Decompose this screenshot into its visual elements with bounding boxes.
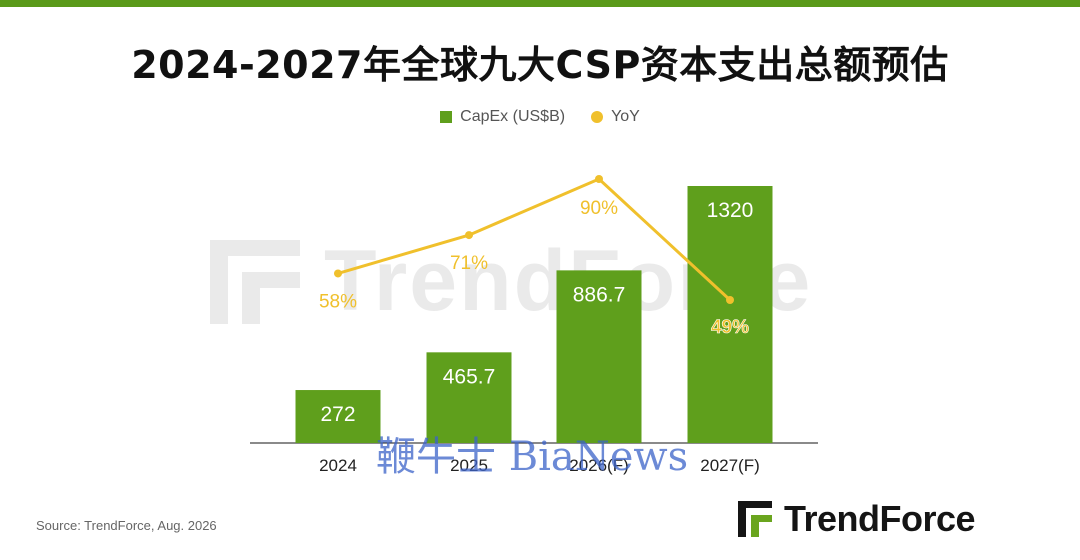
trendforce-logo-icon — [738, 501, 772, 537]
legend-label-yoy: YoY — [611, 108, 640, 125]
chart-title: 2024-2027年全球九大CSP资本支出总额预估 — [131, 43, 949, 87]
yoy-value-label: 49% — [711, 317, 749, 338]
legend-item-yoy: YoY — [591, 108, 640, 126]
trendforce-logo: TrendForce — [738, 497, 976, 541]
bar-2025 — [426, 352, 512, 443]
bar-value-label: 1320 — [707, 199, 754, 222]
x-tick-label: 2024 — [319, 456, 357, 475]
legend-dot-yoy — [591, 111, 604, 123]
yoy-point — [465, 231, 473, 240]
source-note: Source: TrendForce, Aug. 2026 — [36, 518, 217, 533]
legend-item-capex: CapEx (US$B) — [440, 108, 565, 126]
bar-2026(F) — [556, 270, 642, 443]
yoy-line — [337, 177, 732, 302]
yoy-value-label: 58% — [319, 291, 357, 312]
x-tick-label: 2026(F) — [569, 456, 629, 475]
bar-value-label: 886.7 — [573, 283, 626, 306]
yoy-value-label: 90% — [580, 198, 618, 219]
yoy-point — [595, 175, 603, 183]
chart-legend: CapEx (US$B) YoY — [0, 108, 1080, 126]
legend-label-capex: CapEx (US$B) — [460, 108, 566, 125]
yoy-point — [726, 296, 734, 304]
top-accent-bar — [0, 0, 1080, 7]
trendforce-logo-text: TrendForce — [784, 498, 976, 539]
bar-value-label: 465.7 — [443, 365, 496, 388]
bar-2027(F) — [687, 186, 773, 443]
x-tick-label: 2027(F) — [700, 456, 760, 475]
bar-2024 — [295, 390, 381, 443]
yoy-value-label: 71% — [450, 253, 488, 274]
yoy-point — [334, 269, 342, 278]
legend-swatch-capex — [440, 111, 453, 123]
x-tick-label: 2025 — [450, 456, 488, 475]
bar-value-label: 272 — [320, 403, 355, 426]
